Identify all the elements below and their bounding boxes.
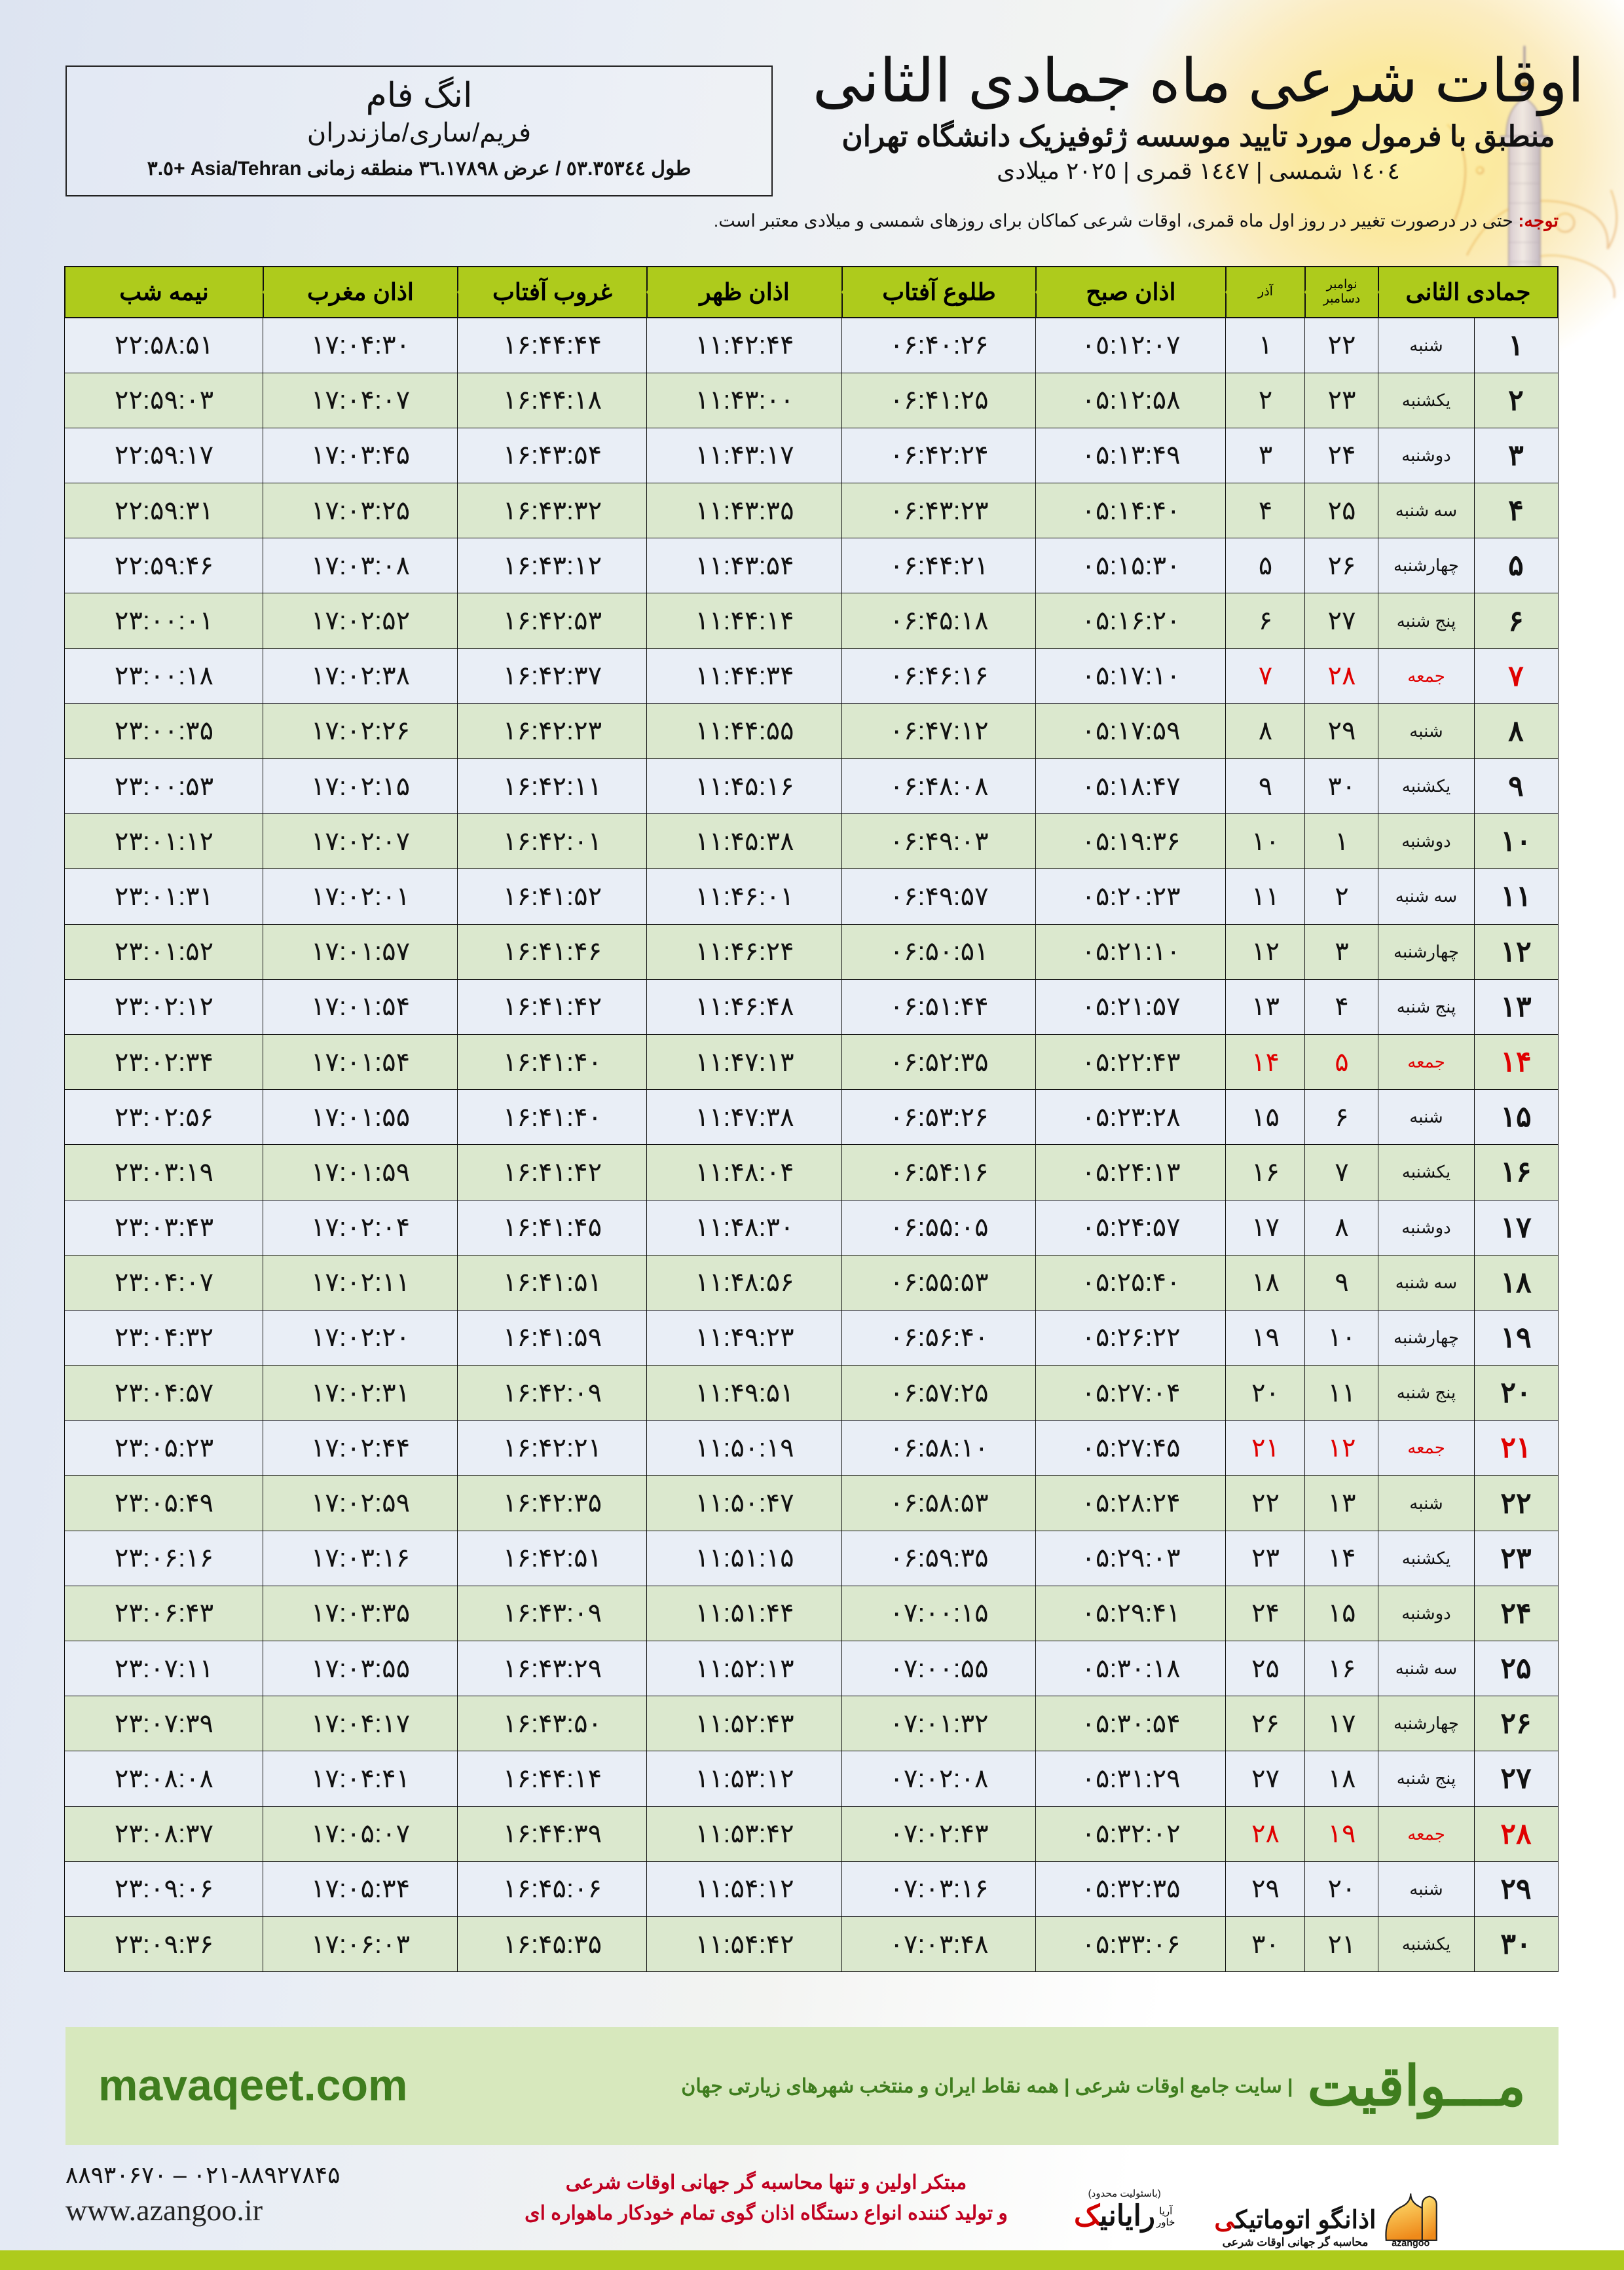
svg-text:azangoo: azangoo [1392, 2239, 1430, 2249]
